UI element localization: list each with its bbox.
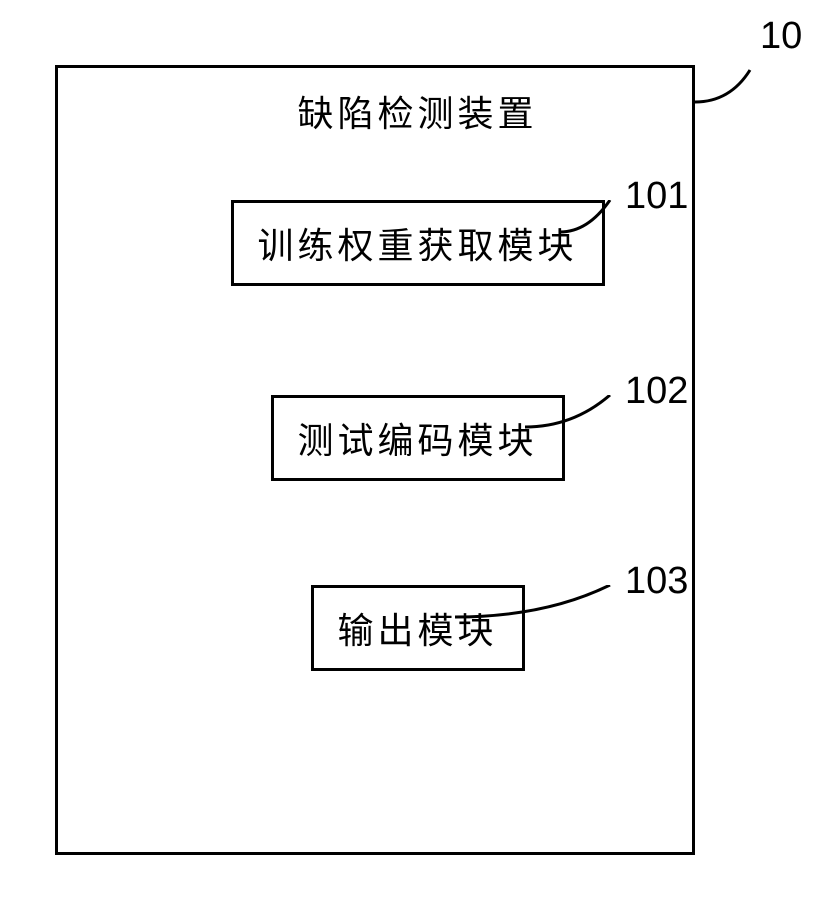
ref-label-2: 102 (625, 370, 688, 413)
ref-label-1: 101 (625, 175, 688, 218)
module-label-2: 测试编码模块 (297, 412, 537, 464)
module-box-1: 训练权重获取模块 (230, 200, 604, 286)
diagram-title: 缺陷检测装置 (297, 85, 537, 137)
ref-label-3: 103 (625, 560, 688, 603)
outer-ref-label: 10 (760, 15, 802, 58)
outer-leader-line (695, 65, 775, 120)
leader-line-3 (455, 585, 625, 630)
module-box-2: 测试编码模块 (270, 395, 564, 481)
leader-line-1 (560, 200, 630, 245)
leader-line-2 (525, 395, 625, 440)
module-label-1: 训练权重获取模块 (257, 217, 577, 269)
